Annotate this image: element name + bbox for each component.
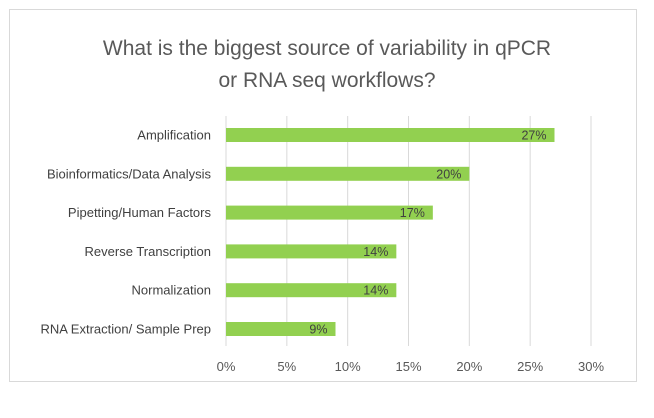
data-label: 27%: [521, 129, 546, 143]
bar: [226, 244, 397, 259]
data-label: 14%: [363, 284, 388, 298]
category-label: Normalization: [132, 283, 211, 298]
data-label: 20%: [436, 167, 461, 181]
x-tick-label: 25%: [517, 359, 543, 374]
data-label: 9%: [309, 323, 327, 337]
chart-title: What is the biggest source of variabilit…: [0, 33, 654, 97]
bar: [226, 166, 470, 181]
x-tick-label: 20%: [456, 359, 482, 374]
category-label: Amplification: [137, 128, 211, 143]
bar: [226, 205, 433, 220]
bar: [226, 128, 555, 142]
x-tick-label: 10%: [335, 359, 361, 374]
x-tick-label: 5%: [277, 359, 296, 374]
chart-title-line-2: or RNA seq workflows?: [218, 69, 436, 92]
x-tick-label: 15%: [395, 359, 421, 374]
x-tick-label: 30%: [578, 359, 604, 374]
category-label: RNA Extraction/ Sample Prep: [40, 322, 211, 337]
category-label: Reverse Transcription: [85, 244, 211, 259]
chart-title-line-1: What is the biggest source of variabilit…: [102, 37, 552, 60]
chart-frame: [9, 9, 637, 382]
x-tick-label: 0%: [217, 359, 236, 374]
bar: [226, 322, 336, 336]
category-label: Bioinformatics/Data Analysis: [47, 166, 212, 181]
data-label: 17%: [400, 206, 425, 220]
data-label: 14%: [363, 245, 388, 259]
bar: [226, 283, 397, 298]
category-label: Pipetting/Human Factors: [68, 205, 212, 220]
